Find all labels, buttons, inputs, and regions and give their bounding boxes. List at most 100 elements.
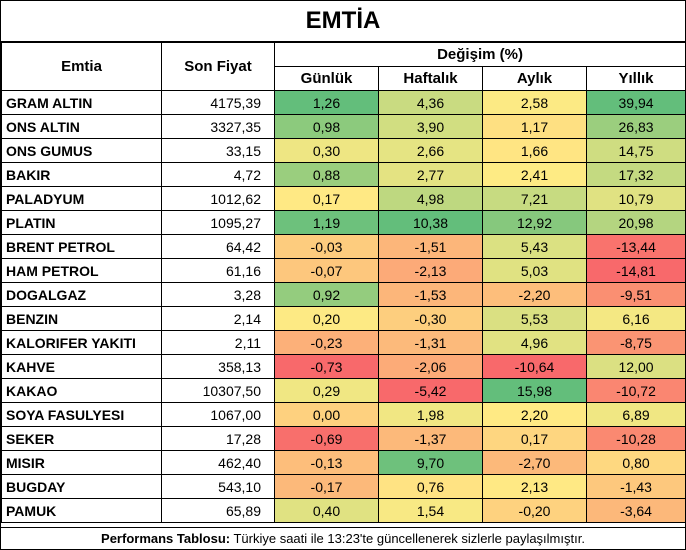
- daily-change-cell: -0,03: [274, 234, 379, 259]
- header-daily: Günlük: [274, 66, 379, 91]
- monthly-change-cell: 12,92: [482, 210, 587, 235]
- table-row: PAMUK 65,89 0,40 1,54 -0,20 -3,64: [1, 498, 686, 523]
- last-price: 65,89: [161, 498, 275, 523]
- weekly-change-cell: 10,38: [378, 210, 483, 235]
- table-row: KAHVE 358,13 -0,73 -2,06 -10,64 12,00: [1, 354, 686, 379]
- commodity-name: KAHVE: [1, 354, 162, 379]
- table-row: KALORIFER YAKITI 2,11 -0,23 -1,31 4,96 -8,75: [1, 330, 686, 355]
- last-price: 17,28: [161, 426, 275, 451]
- header-weekly: Haftalık: [378, 66, 483, 91]
- yearly-change-cell: 17,32: [585, 162, 686, 187]
- monthly-change-cell: -2,20: [482, 282, 587, 307]
- last-price: 33,15: [161, 138, 275, 163]
- header-yearly: Yıllık: [585, 66, 686, 91]
- commodity-name: BAKIR: [1, 162, 162, 187]
- last-price: 462,40: [161, 450, 275, 475]
- last-price: 2,14: [161, 306, 275, 331]
- weekly-change-cell: 0,76: [378, 474, 483, 499]
- table-body: GRAM ALTIN 4175,39 1,26 4,36 2,58 39,94 ONS AL…: [1, 90, 686, 523]
- last-price: 10307,50: [161, 378, 275, 403]
- commodity-table: Emtia Son Fiyat Değişim (%) Günlük Hafta…: [1, 42, 686, 523]
- commodity-name: GRAM ALTIN: [1, 90, 162, 115]
- yearly-change-cell: 26,83: [585, 114, 686, 139]
- monthly-change-cell: -10,64: [482, 354, 587, 379]
- commodity-name: KALORIFER YAKITI: [1, 330, 162, 355]
- commodity-name: PALADYUM: [1, 186, 162, 211]
- commodity-name: PAMUK: [1, 498, 162, 523]
- monthly-change-cell: 15,98: [482, 378, 587, 403]
- weekly-change-cell: 4,98: [378, 186, 483, 211]
- weekly-change-cell: -1,37: [378, 426, 483, 451]
- monthly-change-cell: 2,58: [482, 90, 587, 115]
- yearly-change-cell: -9,51: [585, 282, 686, 307]
- daily-change-cell: -0,13: [274, 450, 379, 475]
- table-row: PALADYUM 1012,62 0,17 4,98 7,21 10,79: [1, 186, 686, 211]
- commodity-name: SEKER: [1, 426, 162, 451]
- commodity-name: DOGALGAZ: [1, 282, 162, 307]
- daily-change-cell: 0,98: [274, 114, 379, 139]
- monthly-change-cell: 4,96: [482, 330, 587, 355]
- commodity-name: MISIR: [1, 450, 162, 475]
- daily-change-cell: -0,17: [274, 474, 379, 499]
- monthly-change-cell: 2,41: [482, 162, 587, 187]
- weekly-change-cell: 2,77: [378, 162, 483, 187]
- last-price: 358,13: [161, 354, 275, 379]
- daily-change-cell: 1,26: [274, 90, 379, 115]
- last-price: 4175,39: [161, 90, 275, 115]
- monthly-change-cell: 7,21: [482, 186, 587, 211]
- daily-change-cell: -0,73: [274, 354, 379, 379]
- weekly-change-cell: 3,90: [378, 114, 483, 139]
- daily-change-cell: -0,69: [274, 426, 379, 451]
- last-price: 3327,35: [161, 114, 275, 139]
- daily-change-cell: 0,88: [274, 162, 379, 187]
- yearly-change-cell: 39,94: [585, 90, 686, 115]
- weekly-change-cell: -1,53: [378, 282, 483, 307]
- yearly-change-cell: 6,16: [585, 306, 686, 331]
- table-row: DOGALGAZ 3,28 0,92 -1,53 -2,20 -9,51: [1, 282, 686, 307]
- weekly-change-cell: -0,30: [378, 306, 483, 331]
- weekly-change-cell: 1,54: [378, 498, 483, 523]
- daily-change-cell: -0,23: [274, 330, 379, 355]
- table-row: SOYA FASULYESI 1067,00 0,00 1,98 2,20 6,89: [1, 402, 686, 427]
- yearly-change-cell: 20,98: [585, 210, 686, 235]
- table-row: BAKIR 4,72 0,88 2,77 2,41 17,32: [1, 162, 686, 187]
- weekly-change-cell: -2,13: [378, 258, 483, 283]
- footer-label: Performans Tablosu:: [101, 531, 231, 546]
- commodity-name: ONS GUMUS: [1, 138, 162, 163]
- table-row: BUGDAY 543,10 -0,17 0,76 2,13 -1,43: [1, 474, 686, 499]
- daily-change-cell: 0,30: [274, 138, 379, 163]
- monthly-change-cell: 0,17: [482, 426, 587, 451]
- daily-change-cell: -0,07: [274, 258, 379, 283]
- last-price: 3,28: [161, 282, 275, 307]
- yearly-change-cell: 0,80: [585, 450, 686, 475]
- weekly-change-cell: -1,31: [378, 330, 483, 355]
- last-price: 1012,62: [161, 186, 275, 211]
- weekly-change-cell: -5,42: [378, 378, 483, 403]
- commodity-name: SOYA FASULYESI: [1, 402, 162, 427]
- yearly-change-cell: 6,89: [585, 402, 686, 427]
- weekly-change-cell: 2,66: [378, 138, 483, 163]
- table-row: BRENT PETROL 64,42 -0,03 -1,51 5,43 -13,44: [1, 234, 686, 259]
- header-name: Emtia: [1, 42, 162, 91]
- last-price: 2,11: [161, 330, 275, 355]
- yearly-change-cell: -14,81: [585, 258, 686, 283]
- monthly-change-cell: 2,13: [482, 474, 587, 499]
- yearly-change-cell: -8,75: [585, 330, 686, 355]
- table-footer: Performans Tablosu: Türkiye saati ile 13…: [1, 527, 685, 550]
- daily-change-cell: 0,17: [274, 186, 379, 211]
- commodity-name: HAM PETROL: [1, 258, 162, 283]
- commodity-name: BRENT PETROL: [1, 234, 162, 259]
- last-price: 543,10: [161, 474, 275, 499]
- yearly-change-cell: 10,79: [585, 186, 686, 211]
- table-row: ONS ALTIN 3327,35 0,98 3,90 1,17 26,83: [1, 114, 686, 139]
- table-row: PLATIN 1095,27 1,19 10,38 12,92 20,98: [1, 210, 686, 235]
- last-price: 64,42: [161, 234, 275, 259]
- monthly-change-cell: 1,17: [482, 114, 587, 139]
- table-row: MISIR 462,40 -0,13 9,70 -2,70 0,80: [1, 450, 686, 475]
- table-row: HAM PETROL 61,16 -0,07 -2,13 5,03 -14,81: [1, 258, 686, 283]
- daily-change-cell: 0,29: [274, 378, 379, 403]
- commodity-name: BUGDAY: [1, 474, 162, 499]
- monthly-change-cell: 5,53: [482, 306, 587, 331]
- header-monthly: Aylık: [482, 66, 587, 91]
